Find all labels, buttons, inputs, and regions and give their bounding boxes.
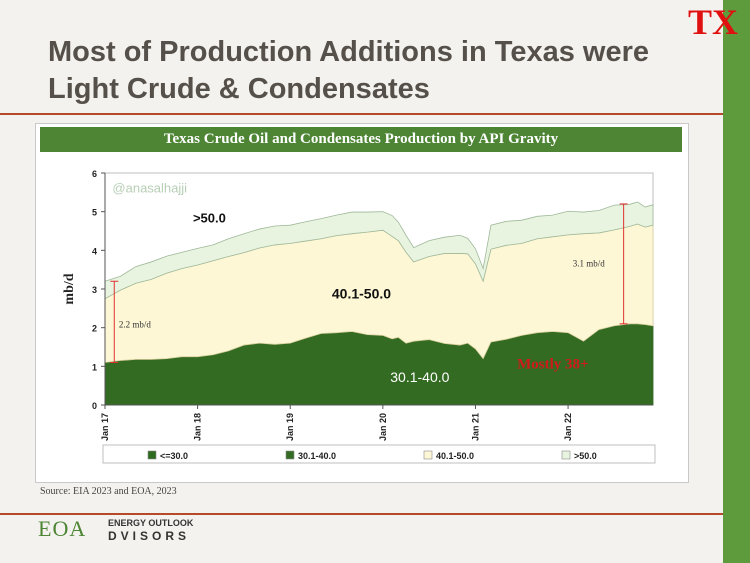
legend-swatch-40-1-50-0 (423, 450, 433, 460)
x-tick-label-jan-22: Jan 22 (563, 413, 573, 441)
logo-eoa-text: EOA (38, 516, 87, 541)
y-tick-label-1: 1 (92, 362, 97, 372)
side-accent-stripe (723, 0, 750, 563)
legend-label-30-1-40-0: 30.1-40.0 (298, 451, 336, 461)
annotation-30-1-40-0: 30.1-40.0 (390, 369, 449, 385)
y-tick-label-6: 6 (92, 169, 97, 179)
annotation-40-1-50-0: 40.1-50.0 (332, 286, 391, 302)
x-tick-label-jan-18: Jan 18 (193, 413, 203, 441)
y-tick-label-0: 0 (92, 401, 97, 411)
logo-advisors-text: DVISORS (108, 529, 191, 543)
legend-label-40-1-50-0: 40.1-50.0 (436, 451, 474, 461)
x-tick-label-jan-20: Jan 20 (378, 413, 388, 441)
annotation-2-2-mb-d: 2.2 mb/d (119, 320, 152, 330)
legend-swatch-gt-50-0 (561, 450, 571, 460)
state-tag: TX (688, 2, 739, 42)
annotation-3-1-mb-d: 3.1 mb/d (573, 259, 606, 269)
y-axis-label: mb/d (62, 273, 77, 304)
title-divider (0, 113, 723, 115)
slide-title: Most of Production Additions in Texas we… (48, 36, 649, 105)
annotation-gt-50-0: >50.0 (193, 210, 226, 225)
chart-legend (102, 444, 656, 464)
source-note: Source: EIA 2023 and EOA, 2023 (40, 486, 177, 497)
legend-label-le-30-0: <=30.0 (160, 451, 188, 461)
legend-swatch-30-1-40-0 (285, 450, 295, 460)
y-tick-label-4: 4 (92, 246, 97, 256)
y-tick-label-5: 5 (92, 208, 97, 218)
legend-label-gt-50-0: >50.0 (574, 451, 597, 461)
legend-swatch-le-30-0 (147, 450, 157, 460)
logo-energy-outlook-text: ENERGY OUTLOOK (108, 518, 194, 528)
chart-title: Texas Crude Oil and Condensates Producti… (40, 127, 682, 152)
x-tick-label-jan-19: Jan 19 (285, 413, 295, 441)
x-tick-label-jan-21: Jan 21 (470, 413, 480, 441)
area-chart: 0 1 2 3 4 5 6 mb/d Jan 17 Jan 18 Jan 19 Jan 20 Jan 2… (62, 169, 656, 464)
y-tick-label-2: 2 (92, 324, 97, 334)
x-tick-label-jan-17: Jan 17 (100, 413, 110, 441)
annotation-anasalhajji: @anasalhajji (112, 180, 187, 195)
eoa-logo: EOA ENERGY OUTLOOK DVISORS (38, 516, 193, 543)
y-tick-label-3: 3 (92, 285, 97, 295)
series-area-gt-50-0 (104, 201, 654, 300)
footer-divider (0, 513, 723, 515)
annotation-mostly-38: Mostly 38+ (517, 356, 588, 372)
